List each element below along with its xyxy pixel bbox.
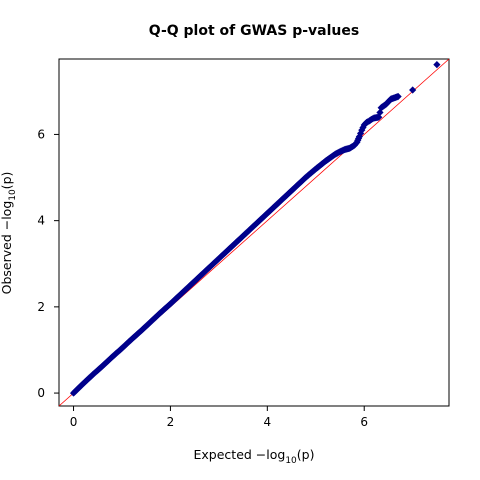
y-tick-label: 0 xyxy=(37,386,45,400)
x-axis-label: Expected −log10(p) xyxy=(194,447,315,466)
y-tick-label: 4 xyxy=(37,214,45,228)
data-point xyxy=(358,126,366,134)
data-points xyxy=(69,61,441,397)
data-point xyxy=(375,113,383,121)
x-tick-label: 4 xyxy=(264,415,272,429)
data-point xyxy=(433,61,441,69)
y-axis-label: Observed −log10(p) xyxy=(0,172,18,295)
y-tick-label: 2 xyxy=(37,300,45,314)
plot-frame xyxy=(58,58,450,407)
data-point xyxy=(376,108,384,117)
x-tick-label: 2 xyxy=(167,415,175,429)
data-point xyxy=(409,86,417,94)
y-tick-label: 6 xyxy=(37,127,45,141)
chart-title: Q-Q plot of GWAS p-values xyxy=(149,23,359,39)
axis-ticks: 0 2 4 6 0 2 4 6 xyxy=(37,127,368,429)
data-point xyxy=(394,92,402,101)
x-tick-label: 6 xyxy=(360,415,368,429)
x-tick-label: 0 xyxy=(70,415,78,429)
